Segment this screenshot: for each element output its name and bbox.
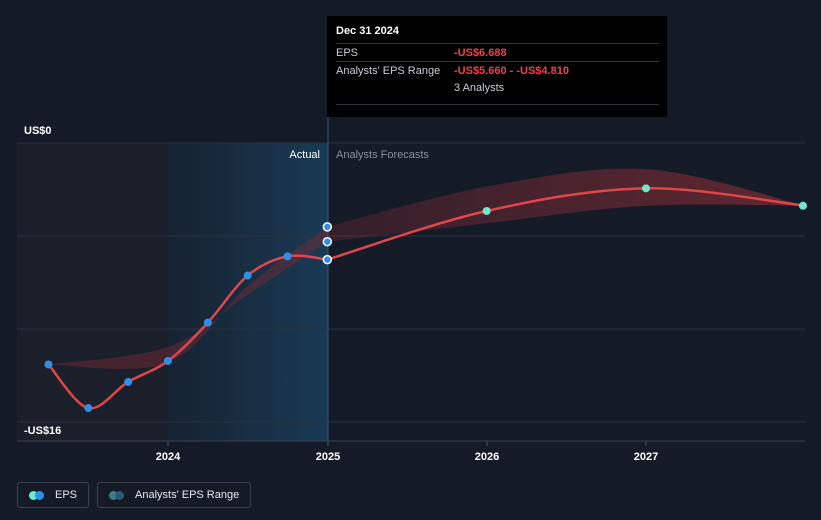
eps-forecast-line (326, 187, 806, 261)
x-tick-label-2024: 2024 (156, 451, 181, 463)
x-tick-label-2027: 2027 (634, 451, 658, 463)
past-background (17, 143, 168, 441)
y-axis-label-bottom: -US$16 (24, 425, 61, 437)
eps-forecast-point[interactable] (641, 184, 650, 193)
legend-eps-range[interactable]: Analysts' EPS Range (97, 482, 252, 508)
gridlines (17, 142, 805, 442)
tooltip-range-value: -US$5.660 - -US$4.810 (454, 65, 569, 77)
eps-range-high-point[interactable] (322, 222, 333, 232)
eps-actual-point[interactable] (283, 252, 292, 261)
tooltip-date: Dec 31 2024 (336, 25, 399, 37)
tooltip-eps-value: -US$6.688 (454, 47, 507, 59)
actual-label: Actual (289, 149, 320, 161)
eps-points (44, 184, 807, 413)
eps-actual-point[interactable] (44, 360, 53, 369)
historical-range-band (48, 226, 328, 369)
tooltip-analysts: 3 Analysts (454, 82, 505, 94)
legend-eps[interactable]: EPS (17, 482, 90, 508)
eps-range-bands (48, 168, 806, 369)
tooltip-range-row: Analysts' EPS Range -US$5.660 - -US$4.81… (336, 61, 659, 79)
eps-actual-point[interactable] (243, 271, 252, 280)
eps-actual-point[interactable] (203, 318, 212, 327)
forecast-label: Analysts Forecasts (336, 149, 429, 161)
tooltip-range-label: Analysts' EPS Range (336, 65, 441, 77)
x-tick-label-2026: 2026 (475, 451, 499, 463)
eps-actual-point[interactable] (124, 377, 133, 386)
eps-actual-point[interactable] (164, 356, 172, 365)
tooltip-divider (336, 104, 659, 105)
y-axis-label-top: US$0 (24, 125, 52, 137)
eps-legend-icon (29, 490, 45, 500)
eps-range-low-point[interactable] (322, 236, 333, 247)
legend: EPS Analysts' EPS Range (17, 482, 252, 508)
tooltip-eps-label: EPS (336, 47, 359, 59)
eps-chart: US$0 -US$16 Actual Analysts Forecasts 20… (17, 117, 807, 463)
tooltip-eps-row: EPS -US$6.688 (336, 43, 659, 61)
eps-range-legend-icon (109, 490, 125, 500)
eps-forecast-point[interactable] (799, 201, 807, 210)
eps-forecast-point[interactable] (482, 207, 491, 216)
tooltip: Dec 31 2024 EPS -US$6.688 Analysts' EPS … (327, 16, 667, 117)
forecast-range-band (327, 168, 806, 242)
x-tick-label-2025: 2025 (316, 451, 340, 463)
actual-region (168, 143, 328, 441)
eps-current-point[interactable] (322, 254, 333, 265)
legend-range-label: Analysts' EPS Range (135, 489, 240, 501)
legend-eps-label: EPS (55, 489, 78, 501)
eps-actual-point[interactable] (84, 404, 93, 413)
